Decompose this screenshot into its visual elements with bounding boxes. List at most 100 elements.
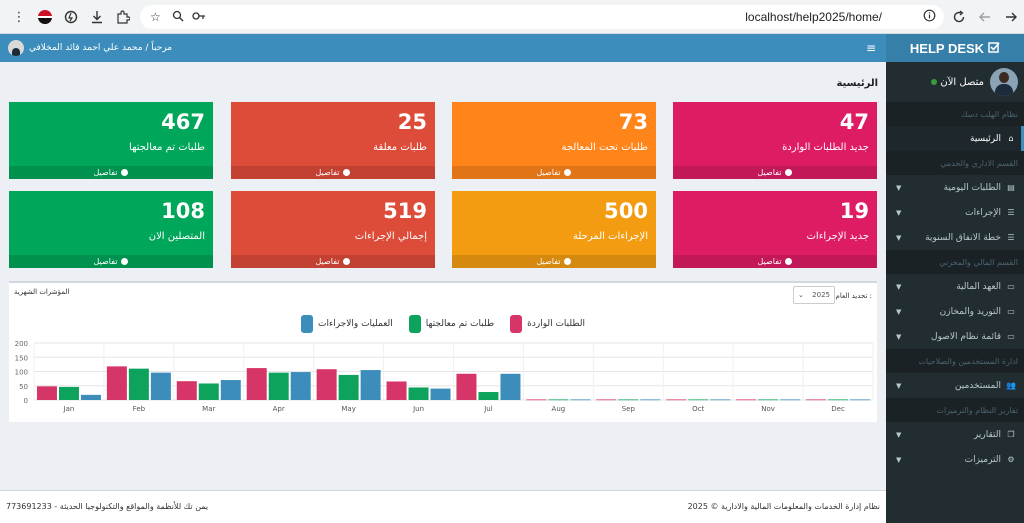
y-tick-label: 100 xyxy=(15,369,28,377)
sidebar-item[interactable]: ▼ المستخدمين 👥 xyxy=(886,373,1024,398)
sidebar-item[interactable]: ▼ التوريد والمخازن ▭ xyxy=(886,299,1024,324)
sidebar-section-header: القسم الاداري والخدمي xyxy=(886,151,1024,175)
details-link[interactable]: تفاصيل xyxy=(231,166,435,179)
stat-value: 108 xyxy=(161,199,205,223)
details-link-label: تفاصيل xyxy=(757,168,782,177)
bookmark-star-icon[interactable]: ☆ xyxy=(150,10,161,24)
chart-bar xyxy=(128,368,149,400)
details-link[interactable]: تفاصيل xyxy=(673,166,877,179)
legend-label: العمليات والاجراءات xyxy=(318,319,393,329)
browser-left-icons: ⋮ xyxy=(6,0,136,34)
y-tick-label: 150 xyxy=(15,354,28,362)
stat-value: 500 xyxy=(604,199,648,223)
legend-label: الطلبات الواردة xyxy=(527,319,585,329)
stat-value: 19 xyxy=(839,199,869,223)
x-tick-label: May xyxy=(341,405,355,413)
gears-icon: ⚙ xyxy=(1007,455,1015,464)
details-link-label: تفاصيل xyxy=(536,168,561,177)
stat-label: طلبات معلقة xyxy=(373,142,427,153)
legend-item[interactable]: طلبات تم معالجتها xyxy=(408,315,494,333)
chart-bar xyxy=(290,372,311,400)
details-link[interactable]: تفاصيل xyxy=(452,255,656,268)
sidebar-item[interactable]: ▼ خطة الانفاق السنوية ☰ xyxy=(886,225,1024,250)
sidebar-item-label: قائمة نظام الاصول xyxy=(931,331,1001,342)
site-info-icon[interactable] xyxy=(923,9,936,25)
profile-flag-icon[interactable] xyxy=(32,4,58,30)
sidebar-toggle-icon[interactable]: ≡ xyxy=(865,41,876,55)
chart-bar xyxy=(150,372,171,400)
arrow-circle-icon xyxy=(121,258,129,265)
stat-label: جديد الإجراءات xyxy=(806,231,870,242)
chart-bar xyxy=(666,399,687,401)
address-bar[interactable]: ☆ localhost/help2025/home/ xyxy=(140,5,944,29)
chart-bar xyxy=(106,366,127,400)
file-icon: ▤ xyxy=(1007,183,1015,192)
chart-bar xyxy=(548,399,569,401)
card-icon: ▭ xyxy=(1007,282,1015,291)
caret-down-icon: ▼ xyxy=(896,208,902,217)
chart-bar xyxy=(430,388,451,400)
sidebar-item[interactable]: ▼ قائمة نظام الاصول ▭ xyxy=(886,324,1024,349)
y-tick-label: 200 xyxy=(15,340,28,348)
sidebar-item[interactable]: الرئيسية ⌂ xyxy=(886,126,1024,151)
avatar xyxy=(8,40,24,56)
chart-bar xyxy=(526,399,547,401)
details-link[interactable]: تفاصيل xyxy=(452,166,656,179)
year-select-label: تحديد العام : xyxy=(835,292,872,300)
stat-box: 25 طلبات معلقة تفاصيل xyxy=(231,102,435,179)
extensions-icon[interactable] xyxy=(110,4,136,30)
browser-nav-icons xyxy=(946,0,1024,34)
details-link[interactable]: تفاصيل xyxy=(673,255,877,268)
stat-box: 500 الإجراءات المرحلة تفاصيل xyxy=(452,191,656,268)
copy-icon: ❐ xyxy=(1007,430,1015,439)
chart-bar xyxy=(386,381,407,400)
details-link[interactable]: تفاصيل xyxy=(9,255,213,268)
download-icon[interactable] xyxy=(84,4,110,30)
sidebar-item[interactable]: ▼ العهد المالية ▭ xyxy=(886,274,1024,299)
user-panel: متصل الآن xyxy=(886,62,1024,102)
sidebar-section-header: ادارة المستخدمين والصلاحيات xyxy=(886,349,1024,373)
stat-label: المتصلين الان xyxy=(148,231,205,242)
sidebar-item[interactable]: ▼ التقارير ❐ xyxy=(886,422,1024,447)
details-link[interactable]: تفاصيل xyxy=(9,166,213,179)
year-select-value: 2025 xyxy=(812,291,830,299)
chart-bar xyxy=(316,369,337,400)
footer: نظام إدارة الخدمات والمعلومات المالية وا… xyxy=(0,490,886,523)
sidebar-item-label: التقارير xyxy=(973,429,1001,440)
x-tick-label: Mar xyxy=(202,405,215,413)
sidebar-item-label: الإجراءات xyxy=(965,207,1001,218)
x-tick-label: Aug xyxy=(552,405,566,413)
more-menu-icon[interactable]: ⋮ xyxy=(12,9,26,25)
brand-logo[interactable]: HELP DESK xyxy=(886,34,1024,62)
x-tick-label: Jul xyxy=(483,405,493,413)
caret-down-icon: ▼ xyxy=(896,282,902,291)
legend-item[interactable]: العمليات والاجراءات xyxy=(301,315,393,333)
legend-swatch xyxy=(510,315,523,333)
stat-label: طلبات تحت المعالجة xyxy=(561,142,648,153)
chart-legend: الطلبات الواردة طلبات تم معالجتها العمليات… xyxy=(9,315,877,333)
forward-arrow-icon[interactable] xyxy=(972,4,998,30)
year-select[interactable]: ⌄ 2025 xyxy=(793,286,835,304)
details-link-label: تفاصيل xyxy=(315,168,340,177)
legend-swatch xyxy=(408,315,421,333)
back-arrow-icon[interactable] xyxy=(998,4,1024,30)
performance-icon[interactable] xyxy=(58,4,84,30)
y-tick-label: 50 xyxy=(19,383,28,391)
sidebar-item[interactable]: ▼ الترميزات ⚙ xyxy=(886,447,1024,472)
sidebar-section-header: تقارير النظام والترميزات xyxy=(886,398,1024,422)
sidebar-item[interactable]: ▼ الطلبات اليومية ▤ xyxy=(886,175,1024,200)
stat-box: 108 المتصلين الان تفاصيل xyxy=(9,191,213,268)
details-link[interactable]: تفاصيل xyxy=(231,255,435,268)
x-tick-label: Jun xyxy=(412,405,424,413)
arrow-circle-icon xyxy=(785,258,793,265)
zoom-icon[interactable] xyxy=(172,10,184,25)
chart-panel-title: المؤشرات الشهرية xyxy=(14,288,70,296)
user-greeting[interactable]: مرحباً / محمد علي احمد قائد المخلافي xyxy=(8,40,172,56)
stat-label: الإجراءات المرحلة xyxy=(572,231,648,242)
sidebar-item[interactable]: ▼ الإجراءات ☰ xyxy=(886,200,1024,225)
password-key-icon[interactable] xyxy=(192,10,206,25)
x-tick-label: Feb xyxy=(133,405,146,413)
url-text[interactable]: localhost/help2025/home/ xyxy=(745,10,882,24)
legend-item[interactable]: الطلبات الواردة xyxy=(510,315,585,333)
reload-icon[interactable] xyxy=(946,4,972,30)
